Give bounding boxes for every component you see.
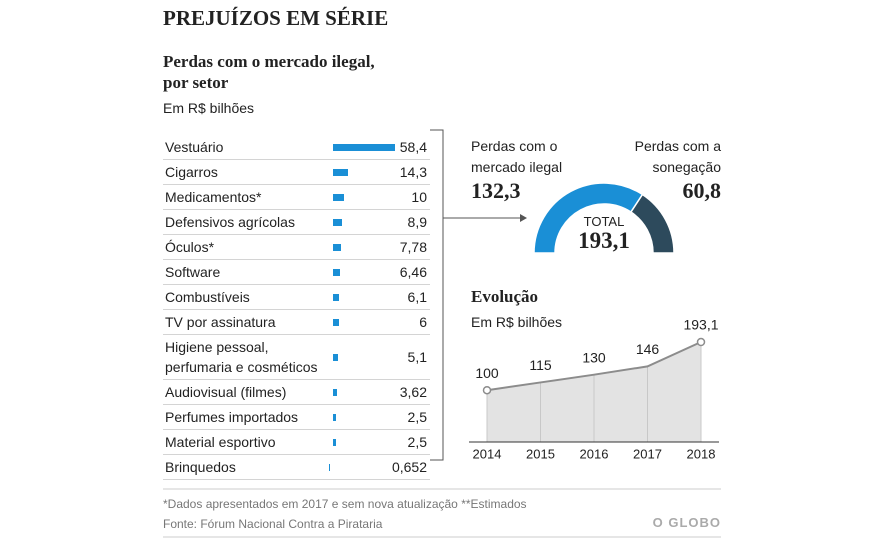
value-label: 115 [529, 357, 552, 373]
bar [329, 463, 331, 471]
bar [333, 268, 340, 276]
source: Fonte: Fórum Nacional Contra a Pirataria [163, 517, 383, 531]
bar [333, 318, 340, 326]
gauge-segment [629, 193, 675, 254]
bar-row: Material esportivo 2,5 [163, 430, 430, 455]
brand: O GLOBO [652, 515, 721, 530]
x-tick-label: 2017 [633, 446, 662, 461]
value-label: 7,78 [399, 239, 427, 255]
category-label: Material esportivo [165, 434, 276, 450]
bar-row: Higiene pessoal, perfumaria e cosméticos… [163, 335, 430, 380]
value-label: 6,46 [399, 264, 427, 280]
bar-row: Perfumes importados 2,5 [163, 405, 430, 430]
bar-cell [333, 413, 397, 421]
bar [333, 218, 343, 226]
bar-row: Software 6,46 [163, 260, 430, 285]
bar-row: Brinquedos 0,652 [163, 455, 430, 480]
bar [333, 243, 342, 251]
bar [333, 293, 340, 301]
bar-row: Combustíveis 6,1 [163, 285, 430, 310]
gauge-label: Perdas com a sonegação [634, 138, 721, 175]
value-label: 6,1 [407, 289, 427, 305]
bar-cell [333, 193, 397, 201]
bar [333, 193, 344, 201]
bar [333, 168, 349, 176]
gauge-value: 60,8 [682, 178, 722, 203]
bar-cell [333, 143, 397, 151]
category-label: Óculos* [165, 239, 215, 255]
gauge-label: Perdas com o mercado ilegal [471, 138, 563, 175]
value-label: 0,652 [391, 459, 427, 475]
category-label: Combustíveis [165, 289, 250, 305]
category-label: Audiovisual (filmes) [165, 384, 287, 400]
bar-row: TV por assinatura 6 [163, 310, 430, 335]
value-label: 14,3 [399, 164, 427, 180]
connector [430, 129, 525, 461]
value-label: 130 [582, 349, 606, 365]
bar-cell [333, 438, 397, 446]
bar-cell [333, 218, 397, 226]
category-label: Medicamentos* [165, 189, 262, 205]
gauge-total: 193,1 [578, 228, 630, 253]
bar [333, 143, 395, 151]
value-label: 2,5 [407, 409, 427, 425]
category-label: Defensivos agrícolas [165, 214, 295, 230]
bar-cell [333, 243, 397, 251]
value-label: 58,4 [399, 139, 427, 155]
line [486, 341, 702, 392]
bar-cell [333, 318, 397, 326]
area-chart: 100 2014 115 2015 130 2016 146 2017 193,1 2018 [469, 317, 719, 461]
category-label: Cigarros [165, 164, 218, 180]
bar [333, 438, 336, 446]
gauge-total-title: TOTAL [583, 214, 625, 229]
category-label: TV por assinatura [165, 314, 276, 330]
bar-row: Medicamentos* 10 [163, 185, 430, 210]
value-label: 146 [636, 341, 660, 357]
value-label: 10 [411, 189, 427, 205]
page-title: PREJUÍZOS EM SÉRIE [163, 6, 389, 30]
category-label: Higiene pessoal, perfumaria e cosméticos [165, 339, 318, 375]
area-subtitle: Em R$ bilhões [471, 314, 563, 330]
value-label: 100 [475, 365, 499, 381]
area-title: Evolução [471, 287, 539, 306]
point [482, 385, 492, 395]
bar [333, 353, 339, 361]
bar-row: Cigarros 14,3 [163, 160, 430, 185]
category-label: Vestuário [165, 139, 224, 155]
bar-cell [333, 168, 397, 176]
bar-cell [329, 463, 392, 471]
category-label: Software [165, 264, 221, 280]
bar-row: Defensivos agrícolas 8,9 [163, 210, 430, 235]
x-tick-label: 2015 [526, 446, 555, 461]
x-tick-label: 2014 [473, 446, 502, 461]
point [696, 337, 706, 347]
value-label: 5,1 [407, 349, 427, 365]
gauge-chart [533, 182, 675, 254]
category-label: Perfumes importados [165, 409, 299, 425]
value-label: 193,1 [683, 317, 718, 333]
bar-cell [333, 388, 397, 396]
arrowhead [520, 214, 527, 222]
gauge-value: 132,3 [471, 178, 521, 203]
category-label: Brinquedos [165, 459, 236, 475]
bar-subtitle: Em R$ bilhões [163, 100, 255, 116]
x-tick-label: 2018 [687, 446, 716, 461]
bar-cell [333, 293, 397, 301]
x-tick-label: 2016 [580, 446, 609, 461]
value-label: 6 [419, 314, 427, 330]
value-label: 8,9 [407, 214, 427, 230]
value-label: 2,5 [407, 434, 427, 450]
bar-cell [333, 353, 397, 361]
bar-title: Perdas com o mercado ilegal, por setor [163, 52, 375, 92]
bar-cell [333, 268, 397, 276]
bar-row: Óculos* 7,78 [163, 235, 430, 260]
bar [333, 413, 336, 421]
bar [333, 388, 337, 396]
bar-row: Vestuário 58,4 [163, 135, 430, 160]
footnote: *Dados apresentados em 2017 e sem nova a… [163, 497, 527, 511]
bar-row: Audiovisual (filmes) 3,62 [163, 380, 430, 405]
value-label: 3,62 [399, 384, 427, 400]
